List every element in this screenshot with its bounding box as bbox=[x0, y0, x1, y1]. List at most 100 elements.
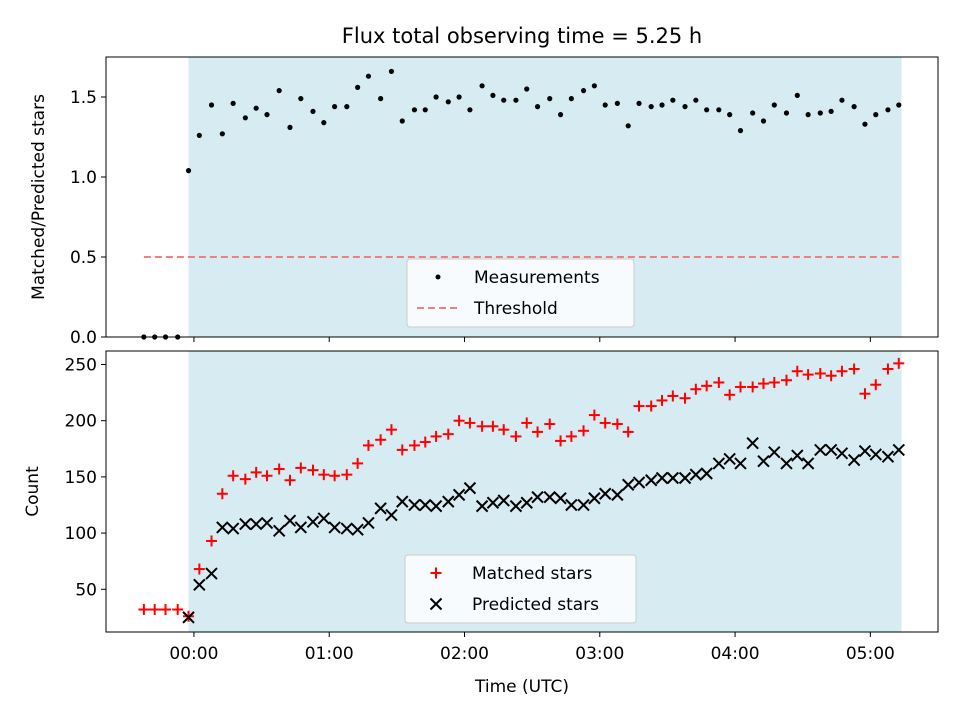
matched-star-point bbox=[476, 420, 488, 432]
matched-star-point bbox=[273, 463, 285, 475]
matched-star-point bbox=[734, 381, 746, 393]
predicted-star-point bbox=[723, 452, 736, 466]
matched-star-point bbox=[588, 409, 600, 421]
predicted-star-point bbox=[678, 471, 692, 485]
predicted-star-point bbox=[463, 481, 477, 495]
matched-star-point bbox=[565, 430, 577, 442]
measurement-point bbox=[851, 104, 857, 110]
chart-title: Flux total observing time = 5.25 h bbox=[342, 24, 702, 48]
matched-star-point bbox=[206, 535, 218, 547]
x-tick-label: 04:00 bbox=[711, 644, 760, 664]
measurement-point bbox=[547, 96, 553, 102]
measurement-point bbox=[513, 97, 519, 103]
predicted-star-point bbox=[543, 490, 556, 504]
measurement-point bbox=[422, 107, 428, 113]
measurement-point bbox=[276, 88, 282, 94]
measurement-point bbox=[456, 94, 462, 100]
measurement-point bbox=[501, 97, 507, 103]
measurement-point bbox=[591, 83, 597, 89]
measurement-point bbox=[783, 110, 790, 116]
measurement-point bbox=[388, 68, 395, 74]
measurement-point bbox=[524, 86, 530, 92]
x-tick-label: 01:00 bbox=[305, 644, 354, 664]
predicted-star-point bbox=[475, 499, 489, 513]
predicted-star-point bbox=[429, 499, 443, 513]
measurement-point bbox=[445, 99, 451, 105]
measurement-point bbox=[794, 92, 800, 98]
matched-star-point bbox=[611, 418, 623, 430]
measurement-point bbox=[253, 105, 259, 111]
measurement-points bbox=[141, 68, 902, 340]
matched-star-point bbox=[713, 376, 725, 388]
y-tick-label: 150 bbox=[65, 468, 97, 488]
measurement-point bbox=[625, 123, 631, 129]
predicted-star-point bbox=[835, 447, 849, 460]
measurement-point bbox=[355, 84, 361, 90]
predicted-star-point bbox=[531, 490, 544, 504]
predicted-star-point bbox=[644, 474, 658, 487]
matched-star-point bbox=[578, 425, 590, 437]
matched-star-point bbox=[160, 604, 172, 616]
measurement-point bbox=[896, 102, 902, 108]
measurement-point bbox=[344, 104, 350, 110]
measurement-point bbox=[467, 107, 473, 113]
predicted-star-point bbox=[757, 454, 770, 468]
x-axis-label: Time (UTC) bbox=[474, 677, 569, 697]
measurement-point bbox=[716, 107, 722, 113]
predicted-star-point bbox=[565, 498, 578, 512]
matched-star-point bbox=[396, 444, 408, 456]
measurement-point bbox=[659, 102, 665, 108]
predicted-star-point bbox=[260, 516, 274, 530]
measurement-point bbox=[817, 110, 823, 116]
measurement-point bbox=[365, 73, 372, 79]
x-tick-label: 03:00 bbox=[575, 644, 624, 664]
matched-star-point bbox=[239, 473, 251, 485]
predicted-star-point bbox=[780, 457, 793, 470]
predicted-star-point bbox=[340, 522, 354, 535]
predicted-star-point bbox=[226, 522, 240, 535]
matched-star-point bbox=[622, 426, 634, 438]
predicted-star-point bbox=[520, 496, 533, 509]
matched-star-point bbox=[848, 363, 860, 375]
predicted-star-point bbox=[442, 495, 455, 508]
matched-star-point bbox=[768, 376, 780, 388]
predicted-star-point bbox=[408, 498, 421, 512]
predicted-star-point bbox=[205, 567, 218, 580]
matched-star-point bbox=[882, 363, 894, 375]
measurement-point bbox=[704, 107, 710, 113]
matched-star-point bbox=[656, 394, 668, 406]
predicted-star-point bbox=[374, 502, 387, 515]
predicted-star-point bbox=[869, 448, 882, 461]
measurement-point bbox=[771, 102, 777, 108]
plot-frame bbox=[105, 56, 939, 338]
measurement-point bbox=[287, 124, 293, 130]
matched-stars-points bbox=[138, 357, 905, 622]
matched-star-point bbox=[385, 424, 397, 436]
predicted-star-point bbox=[317, 512, 331, 525]
y-axis-label: Count bbox=[23, 466, 43, 517]
matched-star-point bbox=[690, 383, 702, 395]
predicted-star-point bbox=[509, 499, 523, 513]
matched-star-point bbox=[825, 370, 837, 382]
count-panel: 50 100 150 200 250 00:00 01:00 02:00 03:00 04:00… bbox=[23, 350, 939, 697]
predicted-star-point bbox=[881, 450, 895, 463]
predicted-star-point bbox=[801, 457, 815, 470]
legend: Measurements Threshold bbox=[406, 258, 635, 328]
predicted-star-point bbox=[611, 488, 624, 502]
measurement-point bbox=[557, 112, 564, 118]
legend-box bbox=[404, 554, 637, 624]
measurement-point bbox=[208, 102, 215, 108]
y-axis-ticks: 0.0 0.5 1.0 1.5 bbox=[70, 88, 106, 348]
matched-star-point bbox=[408, 439, 420, 451]
predicted-star-point bbox=[452, 488, 466, 502]
measurement-point bbox=[378, 96, 384, 102]
legend-plus-marker bbox=[430, 567, 442, 579]
matched-star-point bbox=[802, 369, 814, 381]
matched-star-point bbox=[193, 563, 205, 575]
matched-star-point bbox=[464, 417, 476, 429]
predicted-star-point bbox=[734, 457, 747, 470]
matched-star-point bbox=[893, 357, 905, 369]
predicted-star-point bbox=[824, 443, 838, 457]
matched-star-point bbox=[836, 365, 848, 377]
measurement-point bbox=[828, 108, 834, 114]
